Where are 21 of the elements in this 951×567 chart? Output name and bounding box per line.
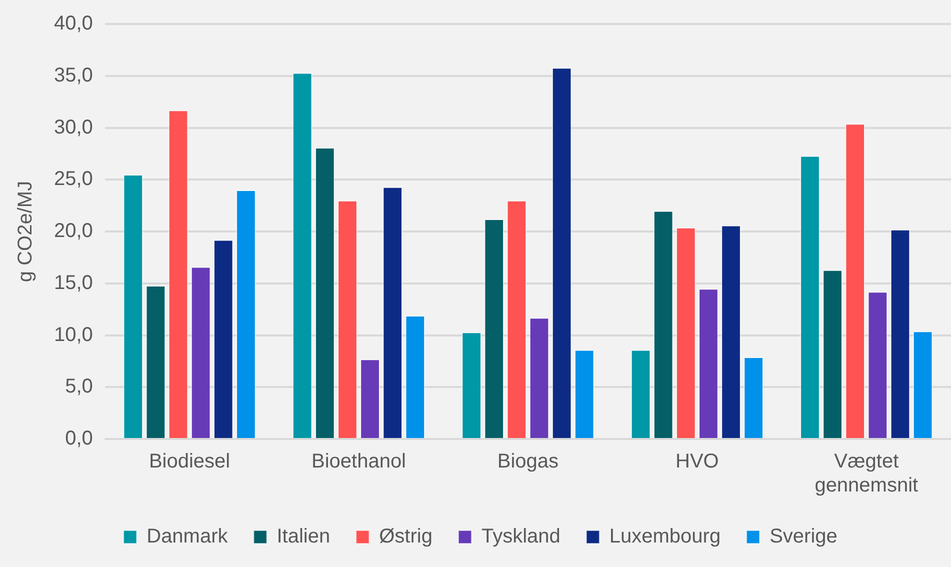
legend-label: Italien — [276, 526, 330, 548]
x-tick-label: Biogas — [497, 450, 559, 473]
x-tick-label: Vægtet gennemsnit — [814, 450, 919, 497]
y-tick-label: 30,0 — [54, 116, 93, 138]
legend-label: Danmark — [146, 526, 229, 548]
y-tick-label: 10,0 — [54, 324, 93, 346]
y-tick-label: 15,0 — [54, 272, 93, 294]
x-tick-label: Biodiesel — [148, 450, 230, 473]
y-tick-label: 40,0 — [54, 12, 93, 35]
legend-label: Tyskland — [481, 526, 560, 548]
x-tick-label: HVO — [676, 450, 719, 473]
legend-label: Sverige — [770, 526, 838, 548]
legend-label: Østrig — [379, 526, 432, 548]
y-tick-label: 20,0 — [54, 220, 93, 242]
y-tick-label: 35,0 — [54, 64, 93, 86]
y-tick-label: 0,0 — [65, 428, 93, 450]
y-tick-label: 25,0 — [54, 168, 93, 190]
legend-label: Luxembourg — [609, 526, 721, 548]
x-tick-label: Bioethanol — [311, 450, 406, 473]
y-tick-label: 5,0 — [65, 376, 93, 398]
y-axis-title: g CO2e/MJ — [14, 180, 37, 282]
